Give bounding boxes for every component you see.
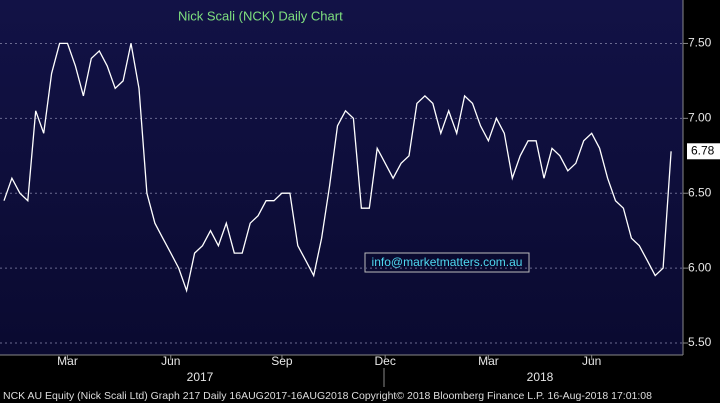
x-tick-label: Sep [271,354,293,368]
x-tick-label: Mar [57,354,78,368]
x-tick-label: Jun [161,354,180,368]
year-label: 2017 [187,370,214,384]
last-value-label: 6.78 [691,143,715,157]
y-tick-label: 6.50 [688,185,712,199]
year-label: 2018 [527,370,554,384]
x-tick-label: Mar [478,354,499,368]
x-tick-label: Dec [375,354,396,368]
y-tick-label: 5.50 [688,335,712,349]
y-tick-label: 6.00 [688,260,712,274]
y-tick-label: 7.50 [688,36,712,50]
chart-title: Nick Scali (NCK) Daily Chart [178,8,343,23]
annotation: info@marketmatters.com.au [372,255,523,269]
price-line [3,42,672,293]
last-value-box [687,143,720,160]
annotation-box [364,252,530,273]
x-tick-label: Jun [582,354,601,368]
plot-area [0,0,683,355]
y-tick-label: 7.00 [688,111,712,125]
footer-bar [0,387,720,403]
footer: NCK AU Equity (Nick Scali Ltd) Graph 217… [3,390,652,402]
